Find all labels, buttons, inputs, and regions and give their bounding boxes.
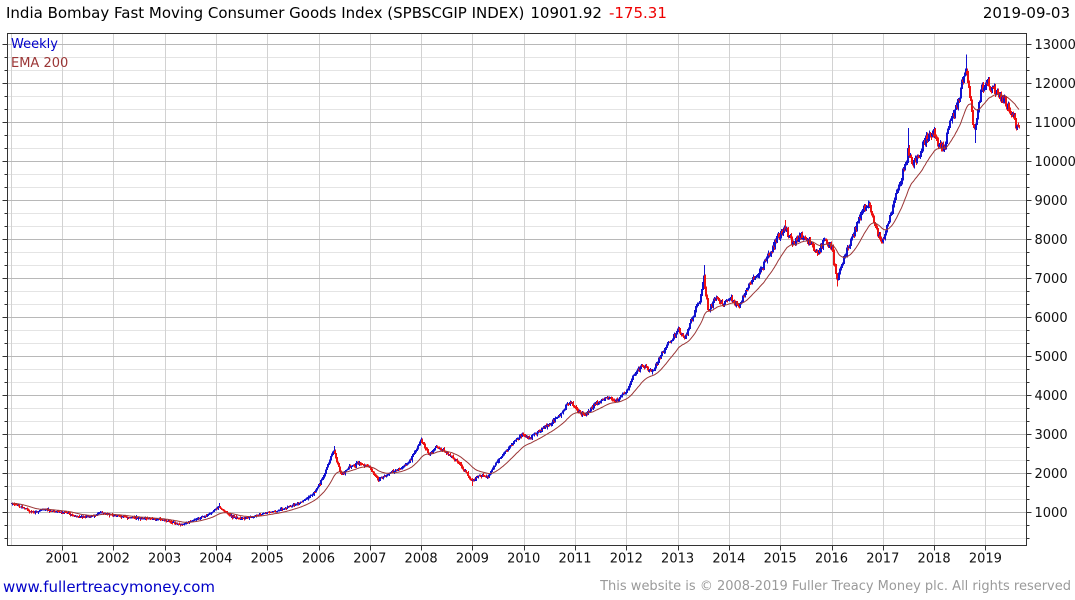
svg-text:2009: 2009 (456, 552, 489, 567)
svg-text:2004: 2004 (199, 552, 232, 567)
svg-text:11000: 11000 (1035, 116, 1075, 131)
svg-text:2001: 2001 (45, 552, 78, 567)
price-chart[interactable]: 1000 2000 3000 4000 5000 6000 7000 8000 9000 1000… (0, 0, 1075, 570)
page-title: India Bombay Fast Moving Consumer Goods … (6, 4, 525, 22)
svg-text:9000: 9000 (1035, 194, 1068, 209)
last-value: 10901.92 (530, 4, 602, 22)
legend-ema: EMA 200 (11, 56, 69, 71)
svg-text:2011: 2011 (558, 552, 591, 567)
gridlines (7, 33, 1027, 546)
legend-timeframe: Weekly (11, 37, 58, 52)
svg-text:2018: 2018 (918, 552, 951, 567)
svg-text:2015: 2015 (764, 552, 797, 567)
svg-text:2003: 2003 (148, 552, 181, 567)
legend: Weekly EMA 200 (11, 35, 68, 73)
svg-text:2008: 2008 (405, 552, 438, 567)
as-of-date: 2019-09-03 (982, 4, 1070, 22)
ema-line (11, 94, 1020, 523)
svg-text:8000: 8000 (1035, 233, 1068, 248)
y-axis-labels: 1000 2000 3000 4000 5000 6000 7000 8000 9000 1000… (1035, 38, 1075, 521)
svg-text:2014: 2014 (712, 552, 745, 567)
svg-text:2017: 2017 (866, 552, 899, 567)
svg-text:2013: 2013 (661, 552, 694, 567)
svg-text:12000: 12000 (1035, 77, 1075, 92)
svg-text:2006: 2006 (302, 552, 335, 567)
svg-text:10000: 10000 (1035, 155, 1075, 170)
svg-text:2010: 2010 (507, 552, 540, 567)
svg-text:2002: 2002 (97, 552, 130, 567)
site-link[interactable]: www.fullertreacymoney.com (3, 578, 216, 596)
svg-text:6000: 6000 (1035, 311, 1068, 326)
svg-text:7000: 7000 (1035, 272, 1068, 287)
svg-text:13000: 13000 (1035, 38, 1075, 53)
svg-text:4000: 4000 (1035, 389, 1068, 404)
svg-text:2007: 2007 (353, 552, 386, 567)
svg-text:2016: 2016 (815, 552, 848, 567)
svg-text:2012: 2012 (610, 552, 643, 567)
svg-text:3000: 3000 (1035, 428, 1068, 443)
x-axis-labels: 2001 2002 2003 2004 2005 2006 2007 2008 2009 2010… (45, 552, 1001, 567)
svg-text:1000: 1000 (1035, 506, 1068, 521)
chart-header: India Bombay Fast Moving Consumer Goods … (6, 4, 1070, 28)
svg-text:2005: 2005 (251, 552, 284, 567)
svg-text:2019: 2019 (969, 552, 1002, 567)
svg-text:5000: 5000 (1035, 350, 1068, 365)
candlesticks (11, 54, 1020, 527)
change-value: -175.31 (608, 4, 667, 22)
copyright-text: This website is © 2008-2019 Fuller Treac… (600, 579, 1071, 594)
plot-frame (2, 33, 1032, 551)
svg-text:2000: 2000 (1035, 467, 1068, 482)
